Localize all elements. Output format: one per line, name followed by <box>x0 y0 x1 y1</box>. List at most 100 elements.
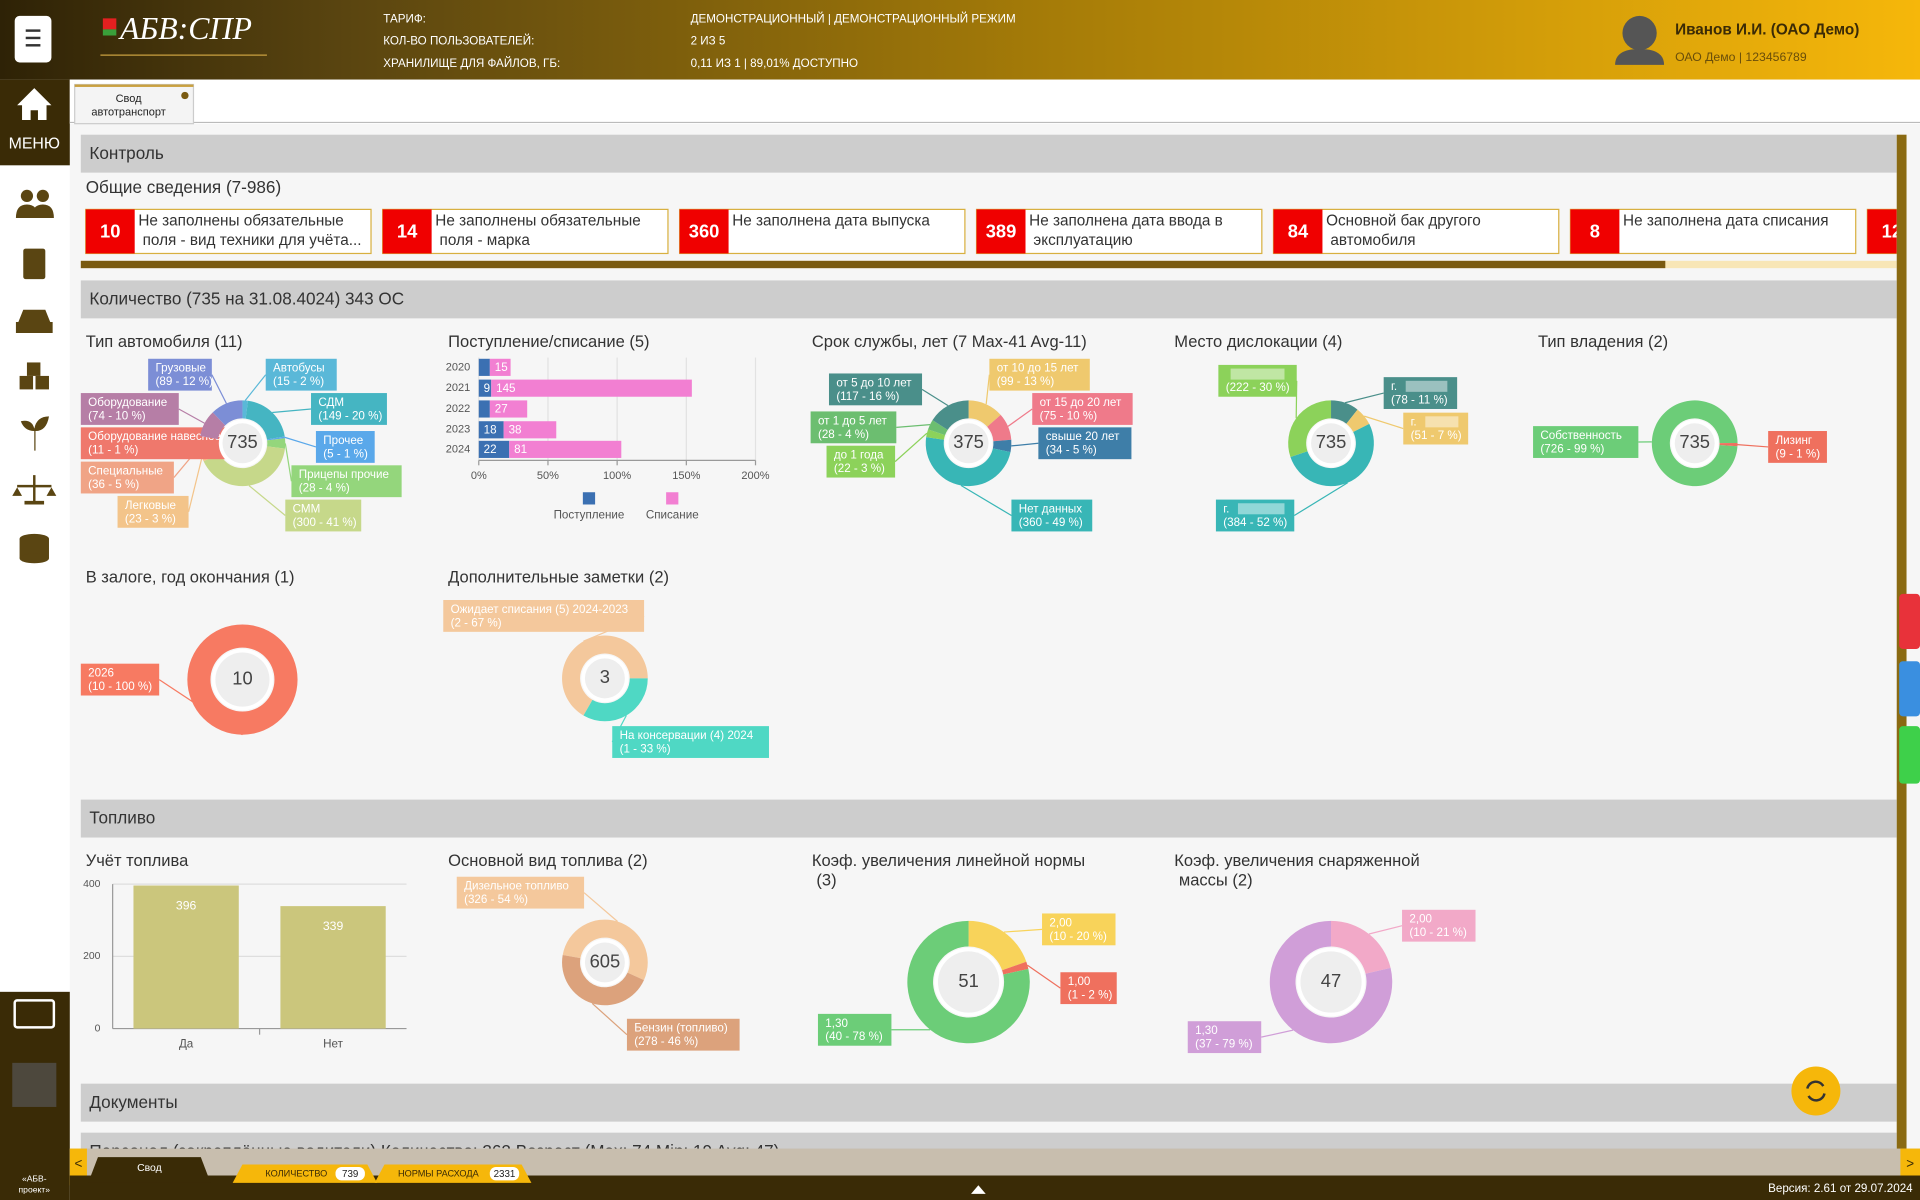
section-header <box>80 1132 1897 1152</box>
side-tab[interactable] <box>1899 726 1920 784</box>
callout-value: (726 - 99 %) <box>1540 442 1604 455</box>
callout-name: г. <box>1223 502 1229 515</box>
refresh-button[interactable] <box>1791 1066 1841 1116</box>
info-value: ДЕМОНСТРАЦИОННЫЙ | ДЕМОНСТРАЦИОННЫЙ РЕЖИ… <box>691 13 1016 26</box>
donut-segment <box>242 400 248 419</box>
callout-name: Автобусы <box>273 362 325 375</box>
bar-value-label: 15 <box>495 361 508 374</box>
y-tick-label: 0 <box>95 1023 101 1034</box>
donut-segment <box>926 429 946 440</box>
bar-value-label: 18 <box>484 423 497 436</box>
legend-label: Списание <box>646 509 699 522</box>
callout-name: г. <box>1391 380 1397 393</box>
card-count: 10 <box>100 220 120 241</box>
chart-title: Тип автомобиля (11) <box>86 332 243 351</box>
callout-value: (51 - 7 %) <box>1411 429 1462 442</box>
bar-segment <box>509 440 622 458</box>
bottom-tab-label[interactable]: НОРМЫ РАСХОДА <box>398 1169 480 1179</box>
side-tab[interactable] <box>1899 661 1920 717</box>
home-icon[interactable] <box>17 88 52 120</box>
sidebar-icons[interactable] <box>12 189 57 564</box>
y-tick-label: 2024 <box>446 443 471 455</box>
callout-name: от 1 до 5 лет <box>818 414 887 427</box>
user-name: Иванов И.И. (ОАО Демо) <box>1675 22 1859 39</box>
tab[interactable] <box>74 83 195 125</box>
donut-segment <box>1269 920 1393 1044</box>
nav-right-label[interactable]: > <box>1906 1156 1914 1171</box>
callout-box <box>311 393 387 425</box>
callout-name: 1,30 <box>1195 1024 1218 1037</box>
section-header <box>80 1083 1897 1122</box>
leader-line <box>894 432 928 463</box>
callout-value: (89 - 12 %) <box>156 375 214 388</box>
menu-icon <box>25 29 41 47</box>
y-tick-label: 2022 <box>446 403 471 415</box>
callout-box <box>612 726 769 758</box>
donut-segment <box>1002 961 1029 975</box>
card-text: Не заполнена дата списания <box>1623 213 1828 230</box>
expand-arrow[interactable] <box>971 1185 986 1194</box>
card-count: 389 <box>986 220 1017 241</box>
donut-segment <box>1346 409 1370 433</box>
donut-total: 375 <box>953 431 984 452</box>
chart-title: В залоге, год окончания (1) <box>86 567 295 586</box>
bar-segment <box>478 358 490 376</box>
donut-total: 10 <box>232 667 252 688</box>
callout-box <box>456 876 585 909</box>
tab-label[interactable]: автотранспорт <box>91 107 165 119</box>
card-count: 12 <box>1882 220 1902 241</box>
callout-box <box>810 411 897 444</box>
legend-swatch <box>582 492 596 505</box>
callout-value: (149 - 20 %) <box>318 409 382 422</box>
chart-title: Тип владения (2) <box>1538 332 1668 351</box>
donut-center <box>937 951 1000 1013</box>
bottom-tab-label[interactable]: КОЛИЧЕСТВО <box>265 1169 327 1179</box>
callout-box <box>315 431 375 463</box>
callout-box <box>1032 393 1133 425</box>
leader-line <box>284 436 317 448</box>
donut-center <box>948 423 989 464</box>
avatar <box>1622 15 1657 51</box>
bar-segment <box>503 421 557 439</box>
donut-segment <box>1331 920 1391 974</box>
callout-value: (300 - 41 %) <box>293 516 357 529</box>
nav-left-label[interactable]: < <box>74 1156 82 1171</box>
blurred-text <box>1237 503 1285 515</box>
pages-icon[interactable] <box>12 1062 57 1107</box>
callout-name: свыше 20 лет <box>1046 430 1120 443</box>
callout-box <box>826 445 896 478</box>
leader-line <box>1293 482 1348 517</box>
y-tick-label: 400 <box>83 879 101 890</box>
card-text: Не заполнена дата выпуска <box>732 213 930 230</box>
callout-value: (10 - 100 %) <box>88 680 152 693</box>
bar-value-label: 9 <box>484 382 490 395</box>
bottom-tab-label[interactable]: Свод <box>137 1163 162 1174</box>
callout-value: (1 - 33 %) <box>620 742 671 755</box>
callout-value: (36 - 5 %) <box>88 478 139 491</box>
donut-center <box>1674 423 1715 464</box>
bar-value-label: 22 <box>484 443 497 456</box>
callout-box <box>80 461 174 494</box>
callout-box <box>1042 913 1116 946</box>
leader-line <box>1261 1029 1294 1038</box>
blurred-text <box>1230 368 1285 380</box>
bottom-tab[interactable] <box>88 1157 211 1183</box>
callout-name: 1,30 <box>825 1017 848 1030</box>
leader-line <box>272 408 312 414</box>
tab-label[interactable]: Свод <box>116 93 143 105</box>
chart-title: Коэф. увеличения линейной нормы (3) <box>812 851 1085 890</box>
leader-line <box>921 388 949 407</box>
side-tab[interactable] <box>1899 593 1920 649</box>
callout-value: (222 - 30 %) <box>1226 381 1290 394</box>
legend-swatch <box>666 492 679 505</box>
donut-segment <box>1290 423 1374 487</box>
bottom-tabs: Свод КОЛИЧЕСТВО 739 НОРМЫ РАСХОДА 2331 <box>88 1157 532 1183</box>
monitor-icon[interactable] <box>13 999 56 1029</box>
bar-segment <box>478 421 504 439</box>
x-tick-label: 100% <box>603 470 631 482</box>
menu-label[interactable]: МЕНЮ <box>9 136 60 153</box>
donut-segment <box>200 412 226 440</box>
leader-line <box>158 679 243 736</box>
callout-name: Собственность <box>1540 429 1622 442</box>
avatar <box>1615 48 1665 65</box>
